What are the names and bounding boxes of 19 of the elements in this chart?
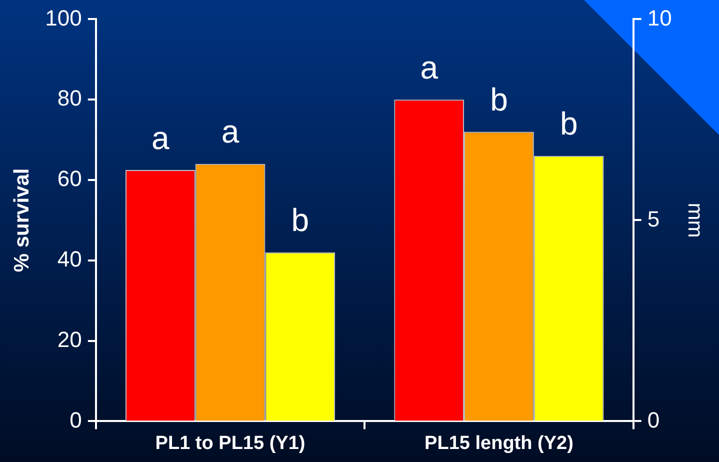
y-tick-label: 0	[70, 407, 82, 432]
data-label: b	[490, 82, 508, 118]
y2-axis-title: mm	[684, 202, 707, 238]
y-tick-label: 40	[57, 246, 82, 272]
data-label: a	[152, 120, 170, 156]
y2-tick-label: 0	[647, 407, 660, 432]
y-tick-label: 60	[57, 166, 82, 192]
x-tick-label: PL15 length (Y2)	[424, 432, 574, 454]
data-label: a	[221, 114, 240, 150]
y-tick-label: 20	[57, 326, 82, 352]
y2-tick-label: 10	[647, 5, 672, 30]
data-label: b	[560, 106, 578, 142]
data-label: b	[291, 202, 310, 238]
x-tick-label: PL1 to PL15 (Y1)	[155, 432, 306, 454]
y2-tick-label: 5	[647, 206, 660, 232]
data-label: a	[420, 49, 438, 86]
y-axis-title: % survival	[10, 168, 34, 272]
y-tick-label: 100	[45, 5, 82, 30]
y-tick-label: 80	[57, 86, 82, 111]
